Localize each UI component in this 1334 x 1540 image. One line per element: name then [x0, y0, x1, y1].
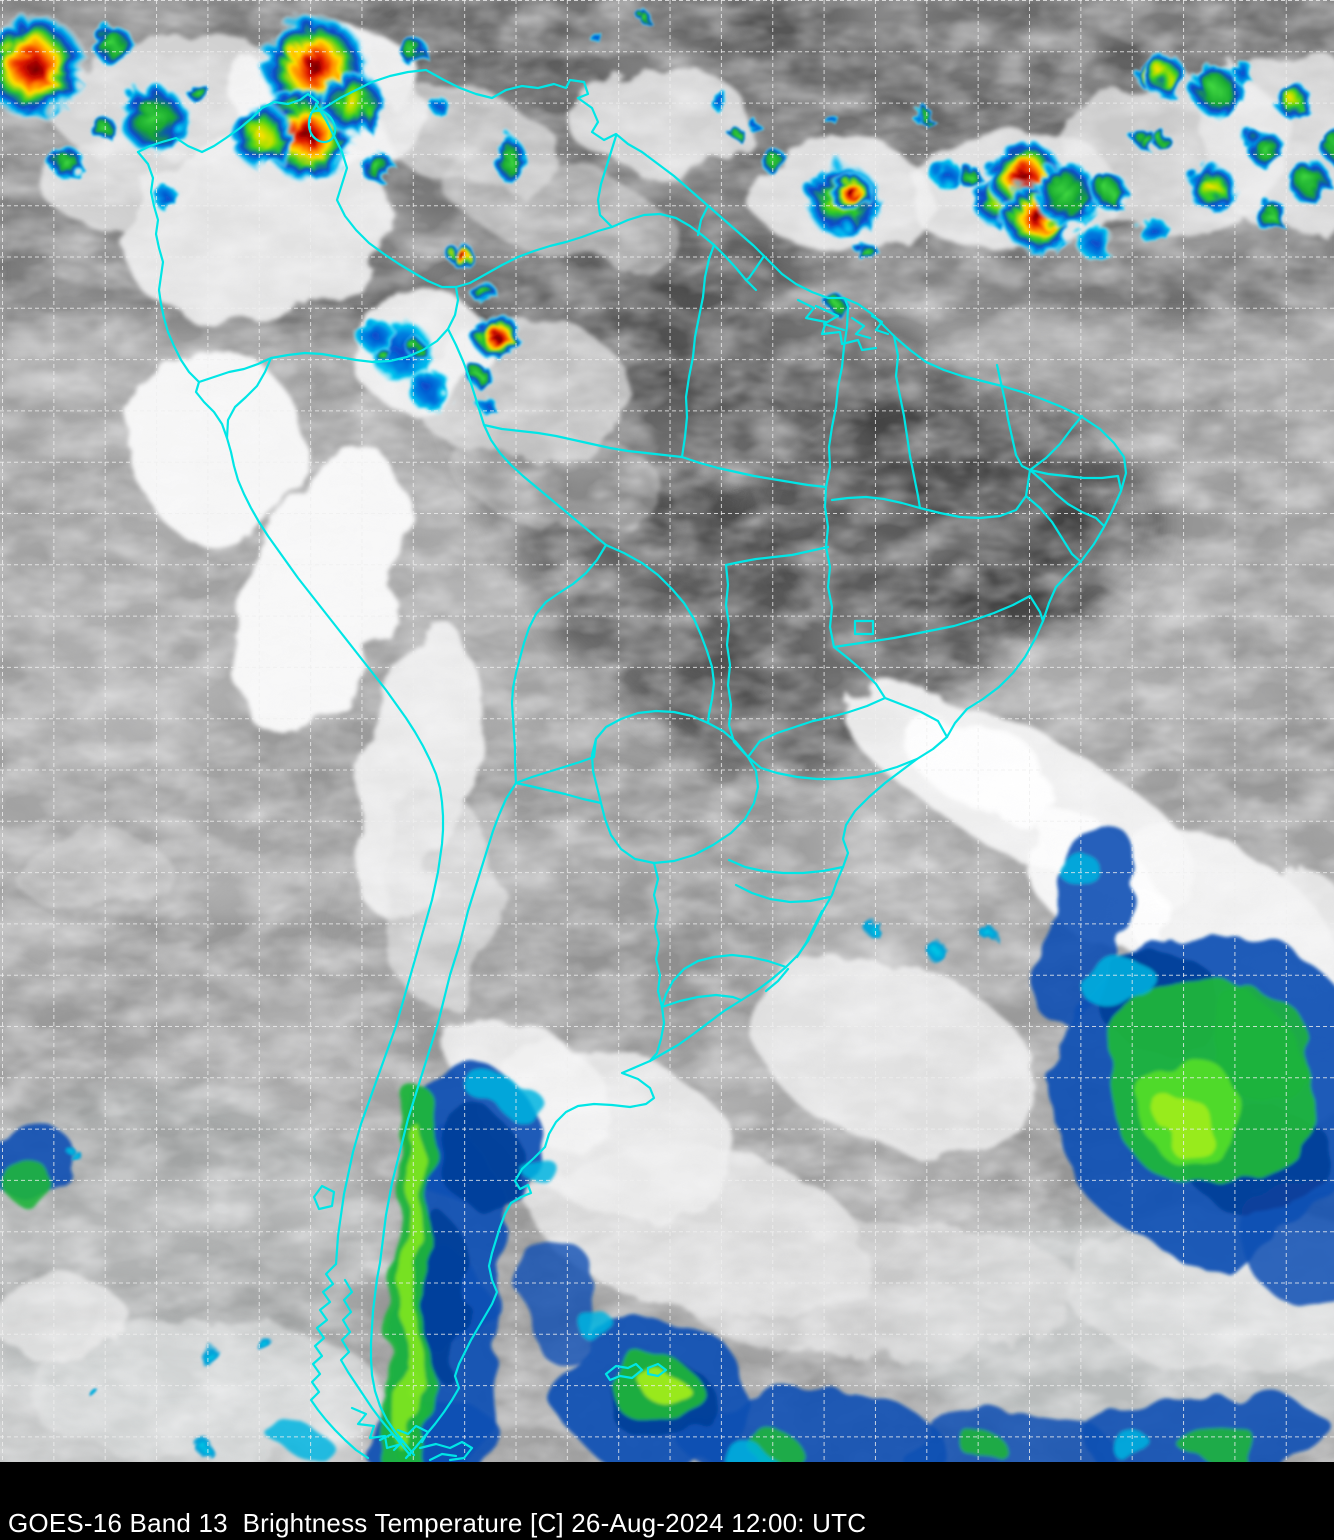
border-amazonas-south [482, 423, 684, 459]
lagoa-dos-patos [764, 909, 824, 993]
border-maranhao-piaui [892, 334, 922, 510]
border-venezuela-brazil [468, 212, 758, 292]
border-south-brazil-states [660, 755, 919, 1009]
coastline-west [136, 150, 445, 1266]
satellite-image [0, 0, 1334, 1462]
lake-maracaibo [307, 109, 337, 144]
chile-fjords [309, 1184, 412, 1460]
caption-text: GOES-16 Band 13 Brightness Temperature [… [8, 1508, 867, 1538]
falkland-islands [604, 1362, 668, 1382]
border-uruguay [648, 993, 743, 1063]
magellan-tierra-del-fuego [350, 1406, 474, 1462]
coastline-east [136, 68, 1128, 1460]
border-bolivia [510, 543, 716, 785]
border-para-matogrosso [680, 455, 828, 489]
border-para-vertical [680, 243, 716, 459]
border-ne-states [830, 363, 1123, 564]
caption-bar: GOES-16 Band 13 Brightness Temperature [… [0, 1462, 1334, 1540]
border-minas-sp-rj [746, 645, 949, 759]
border-tocantins-bahia [823, 485, 836, 649]
convection-layer [0, 6, 1334, 1453]
border-colombia-peru-brazil [197, 285, 608, 547]
border-colombia-venezuela [314, 102, 472, 289]
border-parana-river [652, 861, 664, 1009]
border-tocantins-maranhao [824, 297, 850, 489]
border-bahia-minas [832, 594, 1045, 649]
geo-borders [136, 68, 1128, 1462]
border-chile-argentina [369, 781, 518, 1457]
border-matogrosso-goias [724, 545, 830, 759]
border-distrito-federal [853, 619, 875, 636]
amazon-delta [796, 298, 890, 352]
cloud-texture [0, 0, 1334, 1462]
border-paraguay [514, 709, 760, 865]
border-guyanas [596, 134, 766, 282]
